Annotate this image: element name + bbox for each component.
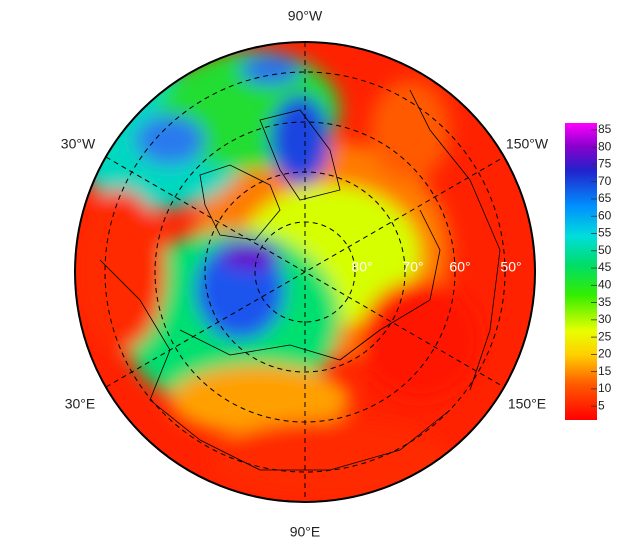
latitude-label: 50° <box>500 259 521 275</box>
colorbar-label: 70 <box>598 174 612 188</box>
colorbar-label: 50 <box>598 243 612 257</box>
colorbar-label: 80 <box>598 139 612 153</box>
colorbar <box>565 123 597 420</box>
graticule <box>104 42 506 502</box>
colorbar-label: 35 <box>598 295 612 309</box>
longitude-label: 30°E <box>65 396 96 412</box>
colorbar-label: 65 <box>598 191 612 205</box>
labels: 90°W 30°W 150°W 30°E 150°E 90°E 80° 70° 60° 50° 5 1… <box>61 8 612 540</box>
colorbar-label: 25 <box>598 329 612 343</box>
map-field <box>75 42 535 502</box>
longitude-label: 90°W <box>288 8 323 24</box>
longitude-label: 30°W <box>61 136 96 152</box>
colorbar-label: 85 <box>598 122 612 136</box>
latitude-label: 70° <box>402 259 423 275</box>
colorbar-label: 30 <box>598 312 612 326</box>
longitude-label: 150°E <box>508 396 546 412</box>
colorbar-label: 20 <box>598 347 612 361</box>
colorbar-label: 15 <box>598 364 612 378</box>
colorbar-label: 10 <box>598 381 612 395</box>
colorbar-label: 40 <box>598 277 612 291</box>
coastlines <box>99 89 501 471</box>
latitude-label: 60° <box>449 259 470 275</box>
colorbar-label: 60 <box>598 208 612 222</box>
colorbar-label: 55 <box>598 226 612 240</box>
map-border <box>74 41 536 503</box>
colorbar-label: 75 <box>598 157 612 171</box>
longitude-label: 90°E <box>290 524 321 540</box>
colorbar-label: 5 <box>598 398 605 412</box>
colorbar-label: 45 <box>598 260 612 274</box>
longitude-label: 150°W <box>506 136 549 152</box>
latitude-label: 80° <box>351 259 372 275</box>
